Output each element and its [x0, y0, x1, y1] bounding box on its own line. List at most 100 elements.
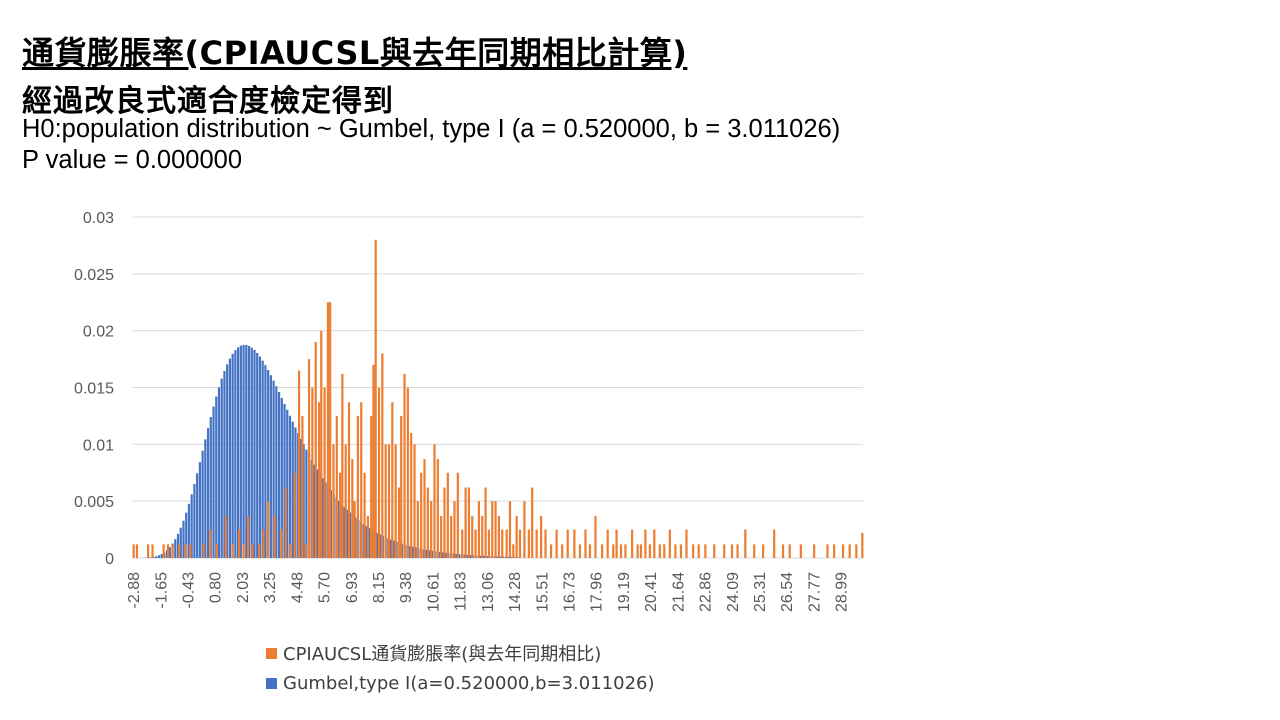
x-tick-label: 3.25: [262, 572, 279, 603]
fitted-bar: [234, 350, 236, 558]
empirical-bar: [861, 533, 863, 558]
x-tick-label: 11.83: [453, 572, 470, 611]
x-tick-label: 4.48: [289, 572, 306, 603]
empirical-bar: [736, 544, 738, 558]
fitted-bar: [204, 439, 206, 558]
fitted-bar: [253, 350, 255, 558]
empirical-bar: [512, 544, 514, 558]
empirical-bar: [410, 433, 412, 558]
empirical-bar: [185, 544, 187, 558]
empirical-bar: [403, 374, 405, 558]
empirical-bar: [151, 544, 153, 558]
empirical-bar: [506, 530, 508, 558]
empirical-bar: [348, 402, 350, 558]
empirical-bar: [698, 544, 700, 558]
empirical-bar: [789, 544, 791, 558]
legend-item-empirical[interactable]: CPIAUCSL通貨膨脹率(與去年同期相比): [266, 638, 655, 668]
empirical-bar: [731, 544, 733, 558]
empirical-bar: [345, 444, 347, 558]
fitted-bar: [237, 347, 239, 558]
empirical-bar: [167, 544, 169, 558]
empirical-bar: [308, 359, 310, 558]
empirical-bar: [385, 444, 387, 558]
x-tick-label: 10.61: [426, 572, 443, 612]
x-tick-label: 5.70: [317, 572, 334, 603]
empirical-bar: [631, 530, 633, 558]
empirical-bar: [447, 473, 449, 558]
empirical-bar: [584, 530, 586, 558]
x-tick-label: 20.41: [643, 572, 660, 612]
empirical-bar: [247, 516, 249, 558]
empirical-bar: [453, 501, 455, 558]
x-tick-label: 2.03: [235, 572, 252, 603]
empirical-bar: [723, 544, 725, 558]
empirical-bar: [624, 544, 626, 558]
empirical-bar: [357, 416, 359, 558]
fitted-bar: [221, 379, 223, 558]
empirical-bar: [680, 544, 682, 558]
fitted-bar: [270, 375, 272, 558]
empirical-bar: [351, 459, 353, 558]
empirical-bar: [674, 544, 676, 558]
empirical-bar: [491, 501, 493, 558]
empirical-bar: [640, 544, 642, 558]
empirical-bar: [607, 530, 609, 558]
empirical-bar: [704, 544, 706, 558]
x-tick-label: 28.99: [834, 572, 851, 612]
empirical-bar: [203, 544, 205, 558]
x-tick-label: 13.06: [480, 572, 497, 612]
fitted-bar: [242, 345, 244, 558]
legend-label-fitted: Gumbel,type I(a=0.520000,b=3.011026): [283, 673, 655, 694]
empirical-bar: [285, 488, 287, 558]
fitted-bar: [215, 397, 217, 558]
empirical-bar: [363, 473, 365, 558]
y-tick-label: 0.01: [83, 437, 114, 454]
empirical-bar: [339, 473, 341, 558]
fitted-bar: [232, 354, 234, 558]
empirical-bar: [315, 342, 317, 558]
empirical-bar: [398, 488, 400, 558]
empirical-bar: [531, 488, 533, 558]
legend-swatch-fitted: [266, 678, 277, 689]
empirical-bar: [685, 530, 687, 558]
fitted-bar: [292, 422, 294, 558]
empirical-bar: [620, 544, 622, 558]
empirical-bar: [360, 402, 362, 558]
empirical-bar: [163, 544, 165, 558]
empirical-bar: [601, 544, 603, 558]
fitted-bar: [256, 353, 258, 558]
x-tick-label: 26.54: [779, 572, 796, 612]
empirical-bar: [842, 544, 844, 558]
x-tick-label: 9.38: [398, 572, 415, 603]
empirical-bar: [753, 544, 755, 558]
empirical-bar: [550, 544, 552, 558]
empirical-bar: [262, 530, 264, 558]
empirical-bar: [332, 444, 334, 558]
fitted-bar: [278, 392, 280, 558]
empirical-bar: [301, 416, 303, 558]
empirical-bar: [367, 516, 369, 558]
empirical-bar: [556, 530, 558, 558]
legend-item-fitted[interactable]: Gumbel,type I(a=0.520000,b=3.011026): [266, 668, 655, 698]
empirical-bar: [649, 544, 651, 558]
x-tick-label: 21.64: [670, 572, 687, 612]
fitted-bar: [240, 346, 242, 558]
empirical-bar: [251, 544, 253, 558]
empirical-bar: [318, 402, 320, 558]
y-tick-label: 0.03: [83, 210, 114, 227]
x-tick-label: -2.88: [126, 572, 143, 609]
empirical-bar: [327, 302, 329, 558]
empirical-bar: [311, 388, 313, 559]
fitted-bar: [199, 462, 201, 558]
fitted-bar: [174, 539, 176, 558]
x-tick-label: 16.73: [561, 572, 578, 612]
y-tick-label: 0.015: [74, 381, 114, 398]
empirical-bar: [573, 530, 575, 558]
empirical-bar: [540, 516, 542, 558]
empirical-bar: [519, 530, 521, 558]
empirical-bar: [612, 544, 614, 558]
empirical-bar: [663, 544, 665, 558]
fitted-bar: [202, 451, 204, 558]
empirical-bar: [238, 530, 240, 558]
empirical-bar: [644, 530, 646, 558]
